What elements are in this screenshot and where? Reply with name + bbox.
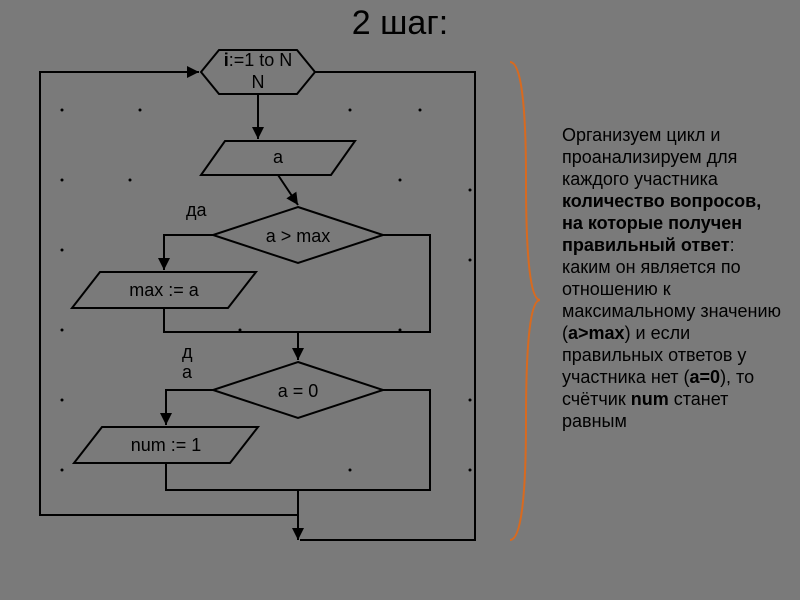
node-assign-max: max := a: [72, 272, 256, 308]
svg-text:a: a: [273, 147, 284, 167]
edge-cond2-yes: [166, 390, 213, 425]
description: Организуем цикл и проанализируем для каж…: [562, 124, 782, 432]
edge-assign2-merge: [166, 463, 298, 490]
node-loop: i:=1 to N N: [201, 50, 315, 94]
edge-cond1-yes: [164, 235, 213, 270]
svg-text:a > max: a > max: [266, 226, 331, 246]
edge-input-cond1: [278, 175, 298, 205]
svg-text:i:=1 to N: i:=1 to N: [224, 50, 293, 70]
node-cond-a0: a = 0: [213, 362, 383, 418]
label-yes2a: д: [182, 342, 193, 362]
brace: [510, 62, 540, 540]
label-yes2b: а: [182, 362, 193, 382]
desc-b4: num: [631, 389, 669, 409]
desc-b2: a>max: [568, 323, 625, 343]
svg-text:N: N: [252, 72, 265, 92]
svg-text:a = 0: a = 0: [278, 381, 319, 401]
desc-b3: a=0: [690, 367, 721, 387]
svg-text:num := 1: num := 1: [131, 435, 202, 455]
edge-assign1-merge: [164, 308, 298, 332]
svg-text:max := a: max := a: [129, 280, 200, 300]
node-cond-amax: a > max: [213, 207, 383, 263]
desc-p1: Организуем цикл и проанализируем для каж…: [562, 125, 737, 189]
node-assign-num: num := 1: [74, 427, 258, 463]
node-input-a: a: [201, 141, 355, 175]
label-yes1: да: [186, 200, 208, 220]
loop-rest: :=1 to N: [229, 50, 293, 70]
flowchart-canvas: i:=1 to N N a a > max max := a a = 0 num…: [0, 0, 560, 600]
